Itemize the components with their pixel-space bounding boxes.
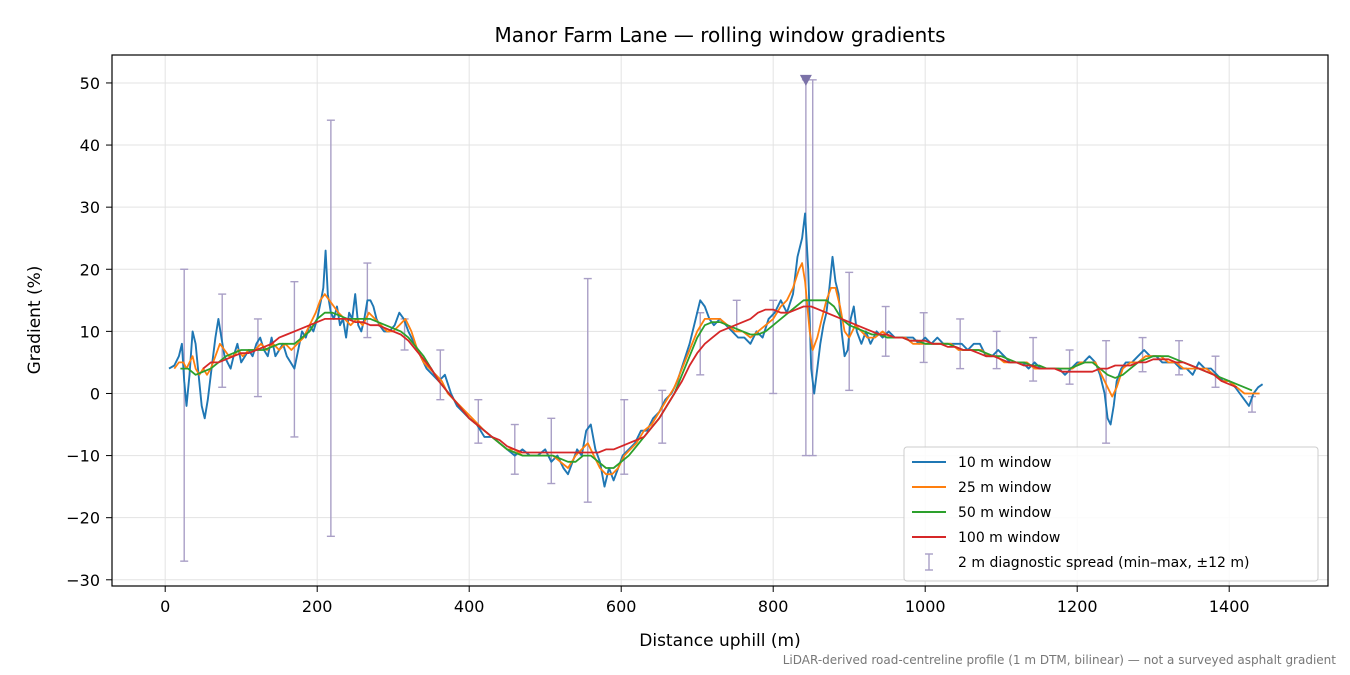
x-tick-label: 200 bbox=[302, 597, 333, 616]
spread-bar bbox=[881, 305, 890, 357]
spread-bar bbox=[1065, 349, 1074, 385]
x-tick-label: 1200 bbox=[1057, 597, 1098, 616]
series-lines bbox=[168, 212, 1264, 488]
y-tick-label: −30 bbox=[66, 571, 100, 590]
plot-frame bbox=[111, 54, 1329, 587]
y-axis-ticks: −30 −20 −10 0 10 20 30 40 50 bbox=[66, 74, 112, 590]
y-tick-label: 50 bbox=[80, 74, 100, 93]
spread-bar bbox=[583, 277, 592, 503]
x-tick-label: 1400 bbox=[1209, 597, 1250, 616]
series-line bbox=[168, 212, 1264, 488]
spread-bar bbox=[326, 119, 335, 538]
y-tick-label: 10 bbox=[80, 322, 100, 341]
spread-bar bbox=[1138, 336, 1147, 373]
spread-bar bbox=[290, 280, 299, 438]
spread-bar bbox=[436, 349, 445, 401]
spread-bar bbox=[180, 268, 189, 562]
spread-bar bbox=[547, 417, 556, 485]
series-line bbox=[202, 305, 1238, 454]
y-tick-label: −20 bbox=[66, 509, 100, 528]
x-tick-label: 1000 bbox=[905, 597, 946, 616]
legend-label-10m: 10 m window bbox=[958, 455, 1051, 471]
footnote: LiDAR-derived road-centreline profile (1… bbox=[783, 653, 1337, 667]
x-tick-label: 800 bbox=[758, 597, 789, 616]
spread-bar bbox=[808, 79, 817, 457]
y-tick-label: 20 bbox=[80, 260, 100, 279]
spread-bar bbox=[769, 299, 778, 395]
y-tick-label: 0 bbox=[90, 384, 100, 403]
clipped-marker-triangle bbox=[799, 74, 812, 86]
spread-bar bbox=[1175, 339, 1184, 376]
spread-bar bbox=[992, 330, 1001, 370]
spread-bar bbox=[658, 389, 667, 444]
x-tick-label: 0 bbox=[160, 597, 170, 616]
spread-bar bbox=[253, 318, 262, 398]
x-tick-label: 400 bbox=[454, 597, 485, 616]
spread-bar bbox=[919, 312, 928, 364]
legend-swatch-spread bbox=[925, 553, 933, 571]
spread-bar bbox=[1029, 336, 1038, 382]
clipped-marker bbox=[799, 74, 812, 86]
spread-bar bbox=[1211, 355, 1220, 388]
spread-bar bbox=[1102, 339, 1111, 444]
legend-label-50m: 50 m window bbox=[958, 505, 1051, 521]
y-tick-label: 30 bbox=[80, 198, 100, 217]
legend-label-spread: 2 m diagnostic spread (min–max, ±12 m) bbox=[958, 555, 1249, 571]
x-axis-ticks: 0 200 400 600 800 1000 1200 1400 bbox=[160, 586, 1250, 616]
legend-label-25m: 25 m window bbox=[958, 480, 1051, 496]
legend-label-100m: 100 m window bbox=[958, 530, 1060, 546]
series-line bbox=[180, 299, 1253, 469]
spread-bar bbox=[474, 398, 483, 444]
x-tick-label: 600 bbox=[606, 597, 637, 616]
spread-bar bbox=[732, 299, 741, 333]
y-tick-label: 40 bbox=[80, 136, 100, 155]
y-axis-label: Gradient (%) bbox=[25, 266, 45, 375]
y-tick-label: −10 bbox=[66, 447, 100, 466]
x-axis-label: Distance uphill (m) bbox=[639, 631, 800, 651]
legend: 10 m window 25 m window 50 m window 100 … bbox=[903, 446, 1319, 582]
chart-title: Manor Farm Lane — rolling window gradien… bbox=[494, 23, 945, 47]
legend-box bbox=[903, 446, 1319, 582]
spread-bar bbox=[620, 398, 629, 475]
